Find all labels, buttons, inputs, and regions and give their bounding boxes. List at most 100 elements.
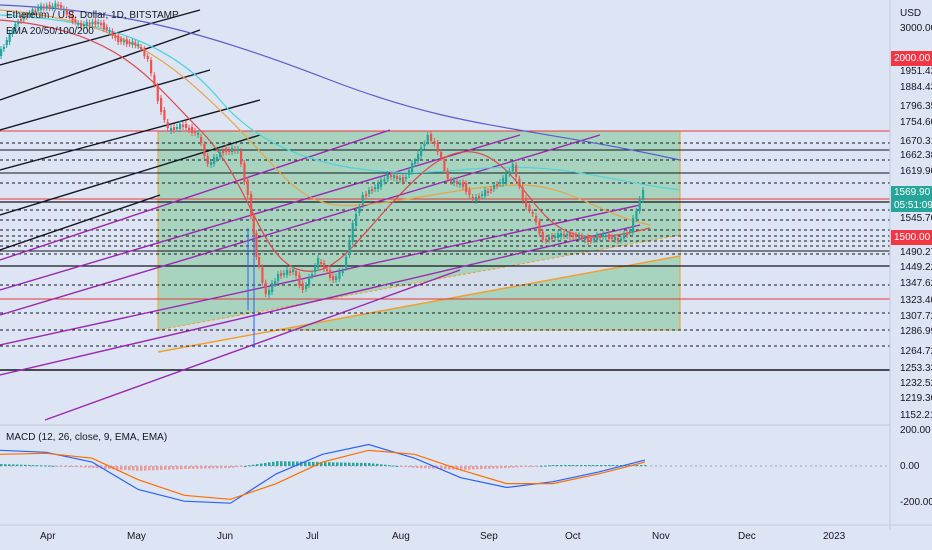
price-axis-label: 1449.22 (900, 262, 932, 273)
macd-histogram-bar (20, 464, 23, 466)
candle (0, 49, 3, 56)
candle (596, 235, 599, 240)
candle (471, 197, 474, 199)
macd-histogram-bar (476, 466, 479, 470)
macd-histogram-bar (24, 464, 27, 466)
candle (329, 270, 332, 278)
macd-histogram-bar (68, 466, 71, 467)
macd-histogram-bar (80, 466, 83, 468)
macd-histogram-bar (580, 465, 583, 467)
macd-histogram-bar (180, 466, 183, 470)
time-label: May (127, 531, 146, 542)
candle (554, 236, 557, 238)
candle (626, 233, 629, 235)
candle (515, 165, 518, 177)
macd-histogram-bar (308, 461, 311, 466)
macd-histogram-bar (396, 465, 399, 467)
macd-histogram-bar (212, 466, 215, 469)
macd-histogram-bar (324, 462, 327, 466)
macd-histogram-bar (144, 466, 147, 471)
candle (575, 235, 578, 237)
macd-histogram-bar (96, 466, 99, 469)
macd-axis-label: 0.00 (900, 461, 920, 472)
macd-label[interactable]: MACD (12, 26, close, 9, EMA, EMA) (6, 432, 168, 443)
candle (111, 31, 114, 36)
macd-histogram-bar (484, 466, 487, 469)
macd-histogram-bar (564, 465, 567, 467)
candle (566, 234, 569, 236)
candle (271, 283, 274, 292)
candle (225, 148, 228, 152)
candles (0, 0, 645, 298)
candle (34, 10, 37, 13)
candle (82, 24, 86, 27)
macd-histogram-bar (352, 462, 355, 466)
time-label: 2023 (823, 531, 846, 542)
candle (408, 170, 411, 175)
candle (411, 163, 414, 172)
ema-line (0, 14, 681, 191)
price-axis-label: 1307.72 (900, 311, 932, 322)
candle (255, 233, 258, 257)
macd-histogram-bar (188, 466, 191, 469)
macd-histogram-bar (108, 466, 111, 469)
candle (572, 235, 575, 237)
candle (120, 39, 123, 42)
candle (60, 5, 63, 8)
candle (185, 124, 188, 128)
candle (94, 20, 97, 25)
macd-histogram-bar (236, 466, 239, 468)
candle (268, 290, 271, 295)
candle (481, 194, 484, 196)
macd-histogram-bar (304, 461, 307, 466)
candle (311, 274, 314, 276)
candle (402, 177, 405, 182)
macd-histogram-bar (132, 466, 135, 471)
candle (602, 234, 605, 237)
macd-histogram-bar (540, 465, 543, 467)
macd-histogram-bar (536, 466, 539, 467)
macd-histogram-bar (156, 466, 159, 471)
macd-histogram-bar (644, 465, 647, 467)
candle (210, 162, 213, 165)
indicator-label[interactable]: EMA 20/50/100/200 (6, 26, 94, 37)
candle (37, 7, 40, 11)
candle (617, 238, 620, 241)
candle (8, 33, 11, 42)
candle (629, 230, 632, 233)
macd-histogram-bar (384, 464, 387, 466)
price-axis-label: 1286.99 (900, 326, 932, 337)
candle (289, 271, 292, 273)
triangle-zone (158, 235, 680, 352)
candle (614, 237, 617, 240)
macd-histogram-bar (276, 461, 279, 466)
candle (216, 157, 219, 159)
symbol-title[interactable]: Ethereum / U.S. Dollar, 1D, BITSTAMP (6, 10, 179, 21)
time-label: Oct (565, 531, 581, 542)
macd-histogram-bar (496, 466, 499, 469)
macd-histogram-bar (140, 466, 143, 471)
macd-histogram-bar (120, 466, 123, 470)
candle (5, 40, 8, 45)
candle (581, 236, 584, 239)
candle (228, 150, 231, 152)
macd-histogram-bar (456, 466, 459, 470)
candle (623, 234, 626, 239)
macd-histogram-bar (608, 465, 611, 467)
candle (525, 198, 528, 207)
macd-histogram-bar (636, 465, 639, 467)
candle (414, 161, 417, 164)
macd-histogram-bar (252, 464, 255, 466)
resistance-fan-lines (0, 9, 261, 251)
time-label: Dec (738, 531, 756, 542)
macd-histogram-bar (388, 465, 391, 467)
candle (345, 257, 348, 268)
macd-histogram-bar (272, 461, 275, 466)
candle (295, 271, 298, 276)
macd-histogram-bar (468, 466, 471, 470)
price-axis-label: 1670.31 (900, 136, 932, 147)
macd-histogram-bar (36, 465, 39, 467)
macd-axis-label: -200.00 (900, 497, 932, 508)
candle (163, 110, 166, 120)
